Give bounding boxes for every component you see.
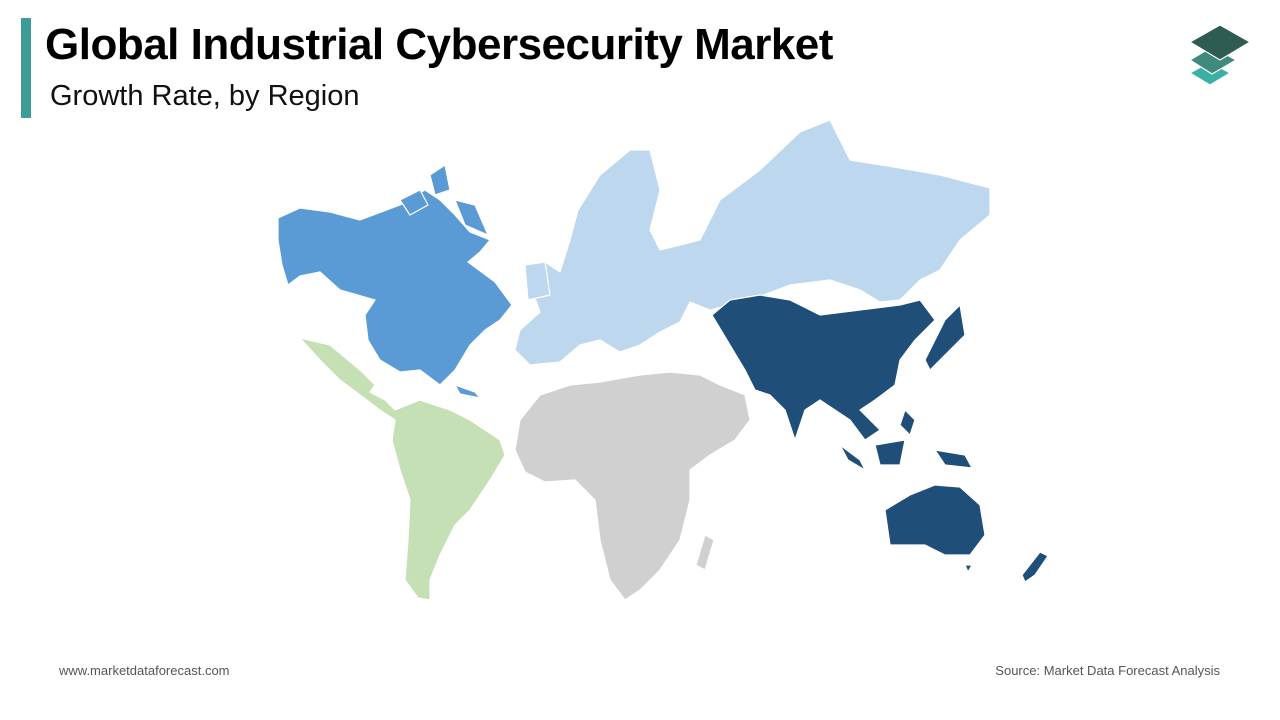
- europe-russia: [514, 119, 991, 366]
- logo: [1189, 24, 1251, 86]
- subtitle: Growth Rate, by Region: [50, 80, 360, 112]
- source: Source: Market Data Forecast Analysis: [995, 663, 1220, 678]
- website: www.marketdataforecast.com: [59, 663, 230, 678]
- latin-america: [299, 337, 506, 601]
- accent-bar: [21, 18, 31, 118]
- africa-middle-east: [514, 371, 751, 601]
- title: Global Industrial Cybersecurity Market: [45, 20, 833, 69]
- asia-pacific: [711, 294, 1049, 583]
- north-america: [277, 164, 513, 399]
